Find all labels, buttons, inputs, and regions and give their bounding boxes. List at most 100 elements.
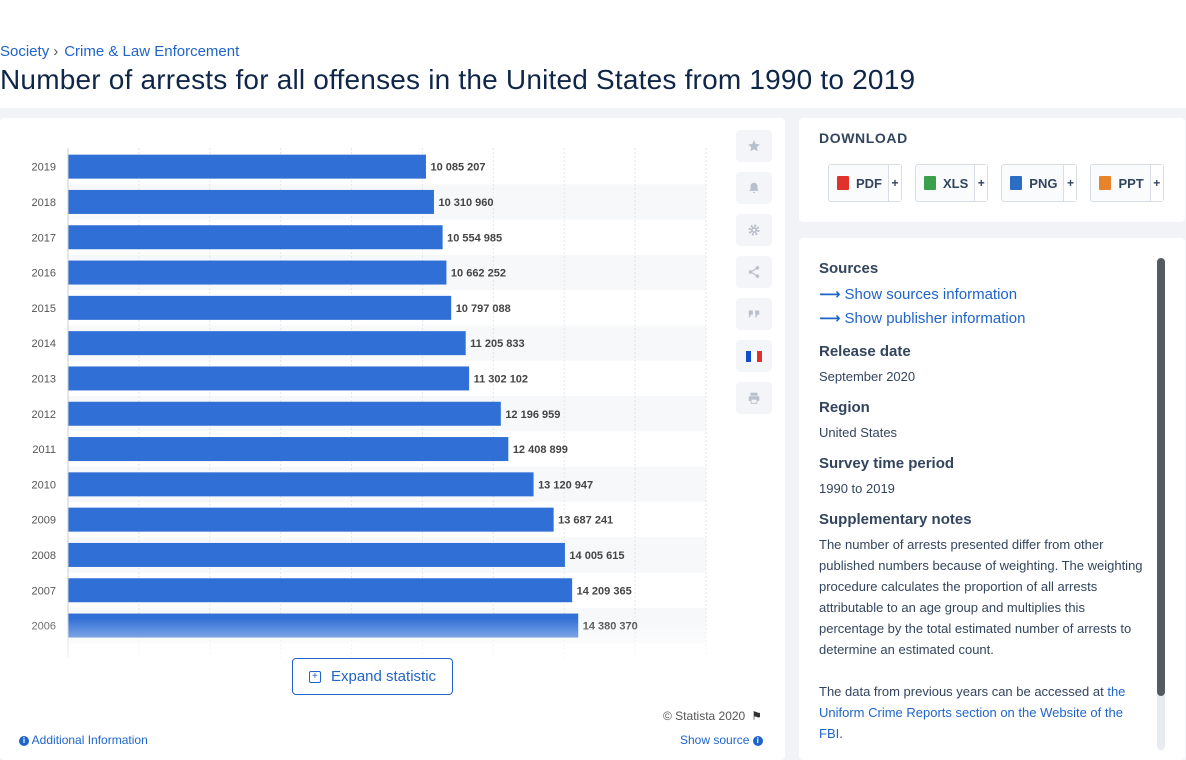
chart-card: 2019 10 085 207 2018 10 310 960 2017 10 554 9… — [0, 118, 785, 760]
arrow-right-icon: ⟶ — [819, 286, 841, 303]
show-source-link[interactable]: Show source i — [680, 733, 763, 747]
bar — [68, 507, 554, 532]
gear-icon[interactable] — [736, 214, 772, 246]
arrow-right-icon: ⟶ — [819, 310, 841, 327]
download-heading: DOWNLOAD — [819, 130, 908, 146]
category-label: 2006 — [32, 621, 56, 633]
plus-icon: + — [974, 165, 988, 201]
fbi-ucr-link[interactable]: the Uniform Crime Reports section on the… — [819, 684, 1126, 741]
info-icon: i — [19, 735, 29, 746]
data-label: 12 408 899 — [513, 444, 568, 456]
data-label: 10 797 088 — [456, 303, 511, 315]
french-flag-icon[interactable] — [736, 340, 772, 372]
data-label: 11 302 102 — [474, 373, 528, 385]
bar — [68, 331, 466, 356]
region-heading: Region — [819, 399, 870, 416]
category-label: 2010 — [32, 479, 56, 491]
category-label: 2014 — [32, 338, 56, 350]
plus-icon: + — [1063, 165, 1077, 201]
category-label: 2016 — [32, 268, 56, 280]
survey-period-heading: Survey time period — [819, 455, 955, 472]
notes-intro: The data from previous years can be acce… — [819, 684, 1104, 699]
copyright: © Statista 2020 ⚑ — [663, 709, 762, 723]
quote-icon[interactable] — [736, 298, 772, 330]
bar — [68, 542, 565, 567]
category-label: 2018 — [32, 197, 56, 209]
data-label: 13 687 241 — [558, 515, 613, 527]
show-sources-link[interactable]: ⟶ Show sources information — [819, 283, 1149, 307]
breadcrumb: Society › Crime & Law Enforcement — [0, 43, 239, 60]
data-label: 13 120 947 — [538, 479, 593, 491]
download-ppt-label: PPT — [1118, 175, 1144, 191]
bar — [68, 260, 447, 285]
report-flag-icon[interactable]: ⚑ — [751, 709, 762, 723]
show-source-label: Show source — [680, 733, 750, 747]
scrollbar-thumb[interactable] — [1157, 258, 1165, 696]
print-icon[interactable] — [736, 382, 772, 414]
info-icon: i — [752, 735, 763, 746]
bar-chart: 2019 10 085 207 2018 10 310 960 2017 10 554 9… — [32, 148, 707, 658]
download-xls-label: XLS — [943, 175, 969, 191]
bar — [68, 472, 534, 497]
bell-icon[interactable] — [736, 172, 772, 204]
breadcrumb-crime-law[interactable]: Crime & Law Enforcement — [64, 43, 240, 60]
data-label: 14 209 365 — [577, 585, 632, 597]
bar — [68, 437, 509, 462]
plus-icon: + — [1149, 165, 1163, 201]
additional-information-label: Additional Information — [31, 733, 148, 747]
bar — [68, 154, 426, 179]
bar — [68, 366, 470, 391]
xls-file-icon — [924, 176, 936, 190]
data-label: 10 310 960 — [438, 197, 493, 209]
top-bar — [0, 0, 1186, 38]
category-label: 2008 — [32, 550, 56, 562]
plus-square-icon: + — [308, 670, 321, 683]
statistic-info-card: Sources ⟶ Show sources information ⟶ Show … — [799, 238, 1185, 760]
sources-heading: Sources — [819, 260, 879, 277]
region-value: United States — [819, 425, 898, 440]
chevron-right-icon: › — [53, 43, 59, 60]
page-title: Number of arrests for all offenses in th… — [0, 64, 916, 95]
category-label: 2015 — [32, 303, 56, 315]
show-publisher-link[interactable]: ⟶ Show publisher information — [819, 307, 1149, 331]
category-label: 2009 — [32, 515, 56, 527]
share-icon[interactable] — [736, 256, 772, 288]
data-label: 14 005 615 — [569, 550, 624, 562]
bar — [68, 613, 579, 638]
download-xls-button[interactable]: XLS + — [915, 164, 989, 202]
category-label: 2011 — [32, 444, 56, 456]
pdf-file-icon — [837, 176, 849, 190]
bar — [68, 225, 443, 250]
bar — [68, 578, 573, 603]
download-png-label: PNG — [1029, 175, 1058, 191]
release-date-heading: Release date — [819, 343, 911, 360]
bar — [68, 295, 452, 320]
data-label: 10 085 207 — [430, 162, 485, 174]
download-png-button[interactable]: PNG + — [1001, 164, 1078, 202]
info-content: Sources ⟶ Show sources information ⟶ Show … — [819, 260, 1149, 756]
header-area — [0, 38, 1186, 108]
additional-information-link[interactable]: i Additional Information — [19, 733, 148, 747]
category-label: 2007 — [32, 585, 56, 597]
supplementary-notes-more: The data from previous years can be acce… — [819, 681, 1149, 744]
download-pdf-label: PDF — [856, 175, 882, 191]
category-label: 2017 — [32, 232, 56, 244]
category-label: 2013 — [32, 373, 56, 385]
breadcrumb-society[interactable]: Society — [0, 43, 50, 60]
download-card: DOWNLOAD PDF + XLS + PNG + PPT + — [799, 118, 1185, 222]
star-icon[interactable] — [736, 130, 772, 162]
survey-period-value: 1990 to 2019 — [819, 481, 895, 496]
download-pdf-button[interactable]: PDF + — [828, 164, 902, 202]
release-date-value: September 2020 — [819, 369, 916, 384]
data-label: 12 196 959 — [505, 409, 560, 421]
chart-toolbar — [736, 130, 772, 424]
info-scrollbar[interactable] — [1157, 258, 1165, 750]
chart-area: 2019 10 085 207 2018 10 310 960 2017 10 554 9… — [0, 148, 720, 658]
expand-statistic-button[interactable]: + Expand statistic — [292, 658, 453, 695]
supplementary-notes-heading: Supplementary notes — [819, 511, 972, 528]
download-ppt-button[interactable]: PPT + — [1090, 164, 1164, 202]
copyright-text: © Statista 2020 — [663, 709, 746, 723]
data-label: 11 205 833 — [470, 338, 524, 350]
show-publisher-label: Show publisher information — [844, 310, 1026, 327]
ppt-file-icon — [1099, 176, 1112, 190]
